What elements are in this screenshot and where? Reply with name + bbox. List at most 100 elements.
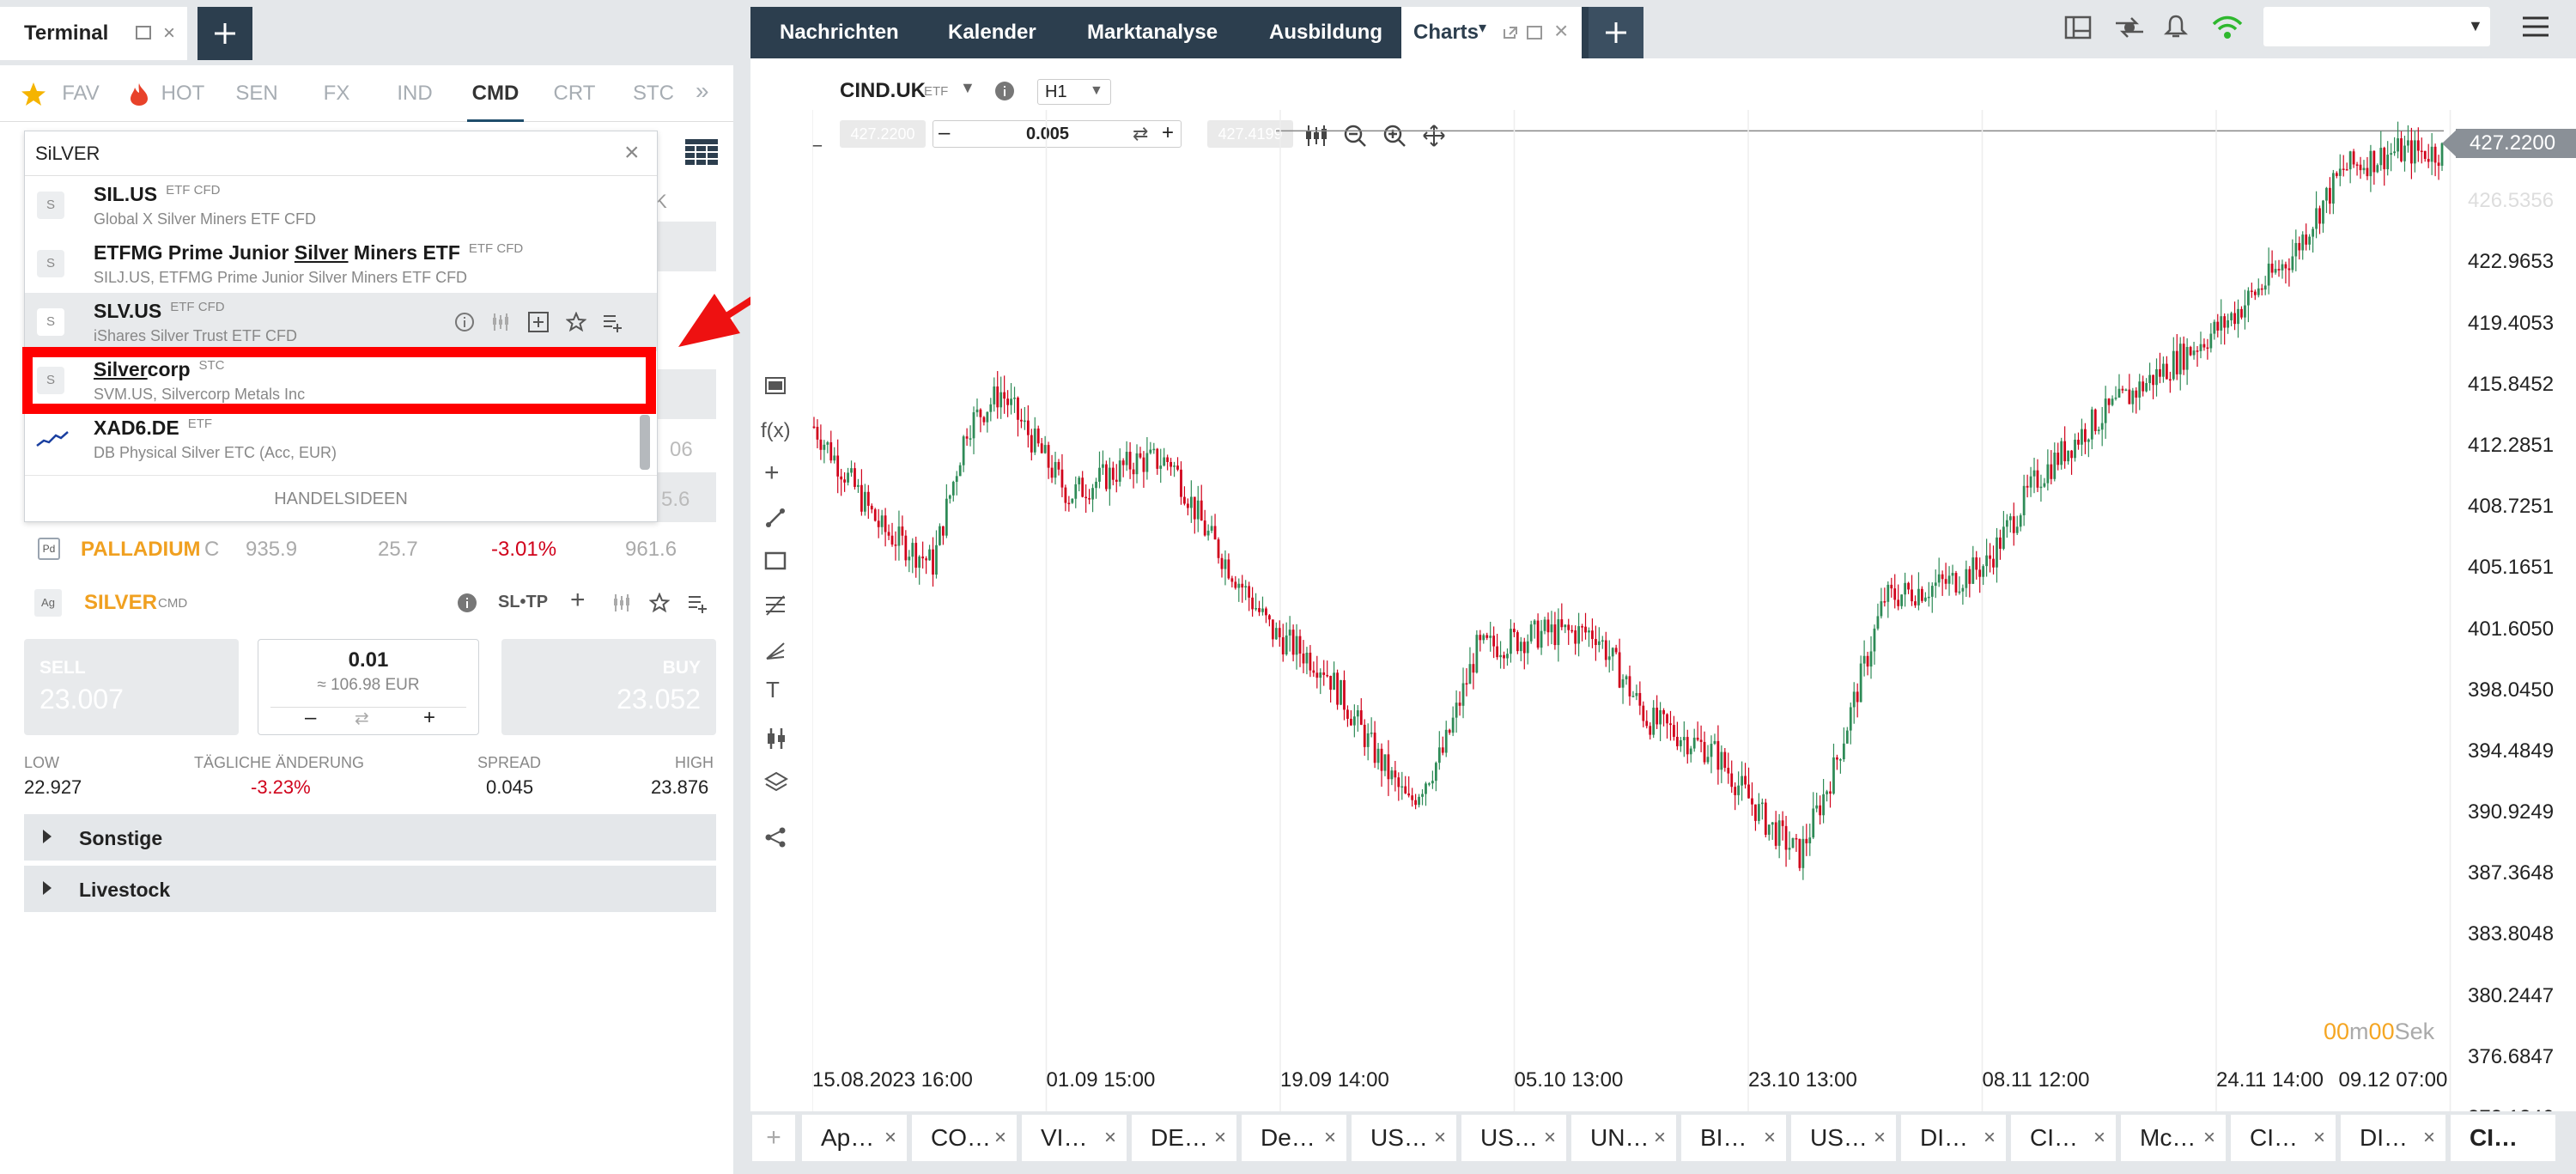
tab-kalender[interactable]: Kalender — [948, 21, 1036, 44]
close-tab-icon[interactable]: × — [1433, 1126, 1446, 1149]
cat-hot[interactable]: HOT — [161, 82, 205, 105]
crosshair-move-icon[interactable] — [1422, 124, 1446, 148]
cat-sen[interactable]: SEN — [235, 82, 278, 105]
double-chevron-right-icon[interactable]: » — [696, 77, 709, 104]
swap-icon[interactable]: ⇄ — [355, 709, 369, 728]
chart-tab[interactable]: UN… × — [1571, 1115, 1676, 1161]
pitchfork-icon[interactable] — [764, 639, 787, 661]
zoom-in-icon[interactable] — [1382, 124, 1406, 148]
chart-tab[interactable]: US… × — [1352, 1115, 1456, 1161]
close-tab-icon[interactable]: × — [2312, 1126, 2325, 1149]
chart-tab[interactable]: Mc… × — [2121, 1115, 2226, 1161]
currency-exchange-icon[interactable] — [2114, 15, 2145, 40]
zoom-out-icon[interactable] — [1343, 124, 1367, 148]
maximize-icon[interactable] — [136, 26, 151, 40]
bell-icon[interactable] — [2164, 14, 2188, 40]
info-icon[interactable] — [457, 593, 477, 613]
add-to-list-icon[interactable] — [602, 312, 624, 332]
search-result-xad6[interactable]: XAD6.DE ETF DB Physical Silver ETC (Acc, … — [25, 410, 657, 468]
close-icon[interactable]: × — [1554, 17, 1569, 44]
share-icon[interactable] — [764, 826, 787, 849]
close-tab-icon[interactable]: × — [1103, 1126, 1116, 1149]
chevron-down-icon[interactable]: ▼ — [960, 79, 975, 96]
indicators-icon[interactable]: f(x) — [761, 419, 791, 442]
fibonacci-icon[interactable] — [764, 594, 787, 617]
search-result-slv[interactable]: S SLV.US ETF CFD iShares Silver Trust ETF… — [25, 293, 657, 351]
measure-icon[interactable] — [766, 727, 787, 751]
close-tab-icon[interactable]: × — [2093, 1126, 2105, 1149]
chart-tab[interactable]: DI… × — [1901, 1115, 2006, 1161]
grid-view-icon[interactable] — [685, 139, 718, 165]
layout-icon[interactable] — [2064, 15, 2092, 40]
cat-ind[interactable]: IND — [397, 82, 433, 105]
chart-type-icon[interactable] — [764, 376, 787, 395]
search-input[interactable] — [25, 131, 657, 176]
add-tab-button[interactable] — [1589, 7, 1643, 58]
swap-icon[interactable]: ⇄ — [1133, 123, 1149, 144]
star-outline-icon[interactable] — [649, 593, 670, 613]
close-tab-icon[interactable]: × — [1873, 1126, 1886, 1149]
add-icon[interactable]: + — [570, 586, 586, 614]
add-box-icon[interactable] — [528, 312, 549, 332]
cat-fx[interactable]: FX — [323, 82, 350, 105]
close-tab-icon[interactable]: × — [2422, 1126, 2435, 1149]
volume-value[interactable]: 0.01 — [348, 648, 389, 672]
chart-area[interactable]: CIND.UK ETF ▼ H1 ▼ – 427.2200 – 0.005 ⇄ … — [750, 58, 2576, 1129]
decrease-button[interactable]: – — [305, 706, 317, 729]
close-tab-icon[interactable]: × — [1983, 1126, 1996, 1149]
tab-nachrichten[interactable]: Nachrichten — [780, 21, 899, 44]
rectangle-icon[interactable] — [764, 551, 787, 570]
cat-stc[interactable]: STC — [633, 82, 674, 105]
chart-tab[interactable]: BI… × — [1681, 1115, 1786, 1161]
candles-icon[interactable] — [490, 312, 511, 332]
price-chart[interactable] — [812, 58, 2461, 1120]
crosshair-icon[interactable]: + — [764, 459, 780, 487]
cat-cmd[interactable]: CMD — [467, 65, 524, 122]
chart-tab[interactable]: US… × — [1791, 1115, 1896, 1161]
text-tool-icon[interactable]: T — [766, 677, 780, 703]
close-tab-icon[interactable]: × — [1543, 1126, 1556, 1149]
trading-ideas-link[interactable]: HANDELSIDEEN — [25, 475, 657, 521]
chart-tab[interactable]: CI… — [2451, 1115, 2555, 1161]
search-result-sil[interactable]: S SIL.US ETF CFD Global X Silver Miners E… — [25, 176, 657, 234]
popout-icon[interactable] — [1503, 26, 1518, 40]
info-icon[interactable] — [454, 312, 475, 332]
search-result-silvercorp[interactable]: S Silvercorp STC SVM.US, Silvercorp Metal… — [25, 351, 657, 410]
chart-tab[interactable]: De… × — [1242, 1115, 1346, 1161]
hamburger-menu-icon[interactable] — [2521, 15, 2550, 38]
close-tab-icon[interactable]: × — [1213, 1126, 1226, 1149]
increase-button[interactable]: + — [1162, 121, 1175, 144]
tab-ausbildung[interactable]: Ausbildung — [1269, 21, 1382, 44]
ask-price-box[interactable]: 427.4199 — [1207, 120, 1293, 148]
sell-button[interactable]: SELL 23.007 — [24, 639, 239, 735]
bid-price-box[interactable]: 427.2200 — [840, 120, 926, 148]
chart-tab[interactable]: US… × — [1461, 1115, 1566, 1161]
trendline-icon[interactable] — [764, 507, 787, 529]
add-to-list-icon[interactable] — [687, 593, 709, 613]
close-tab-icon[interactable]: × — [1763, 1126, 1776, 1149]
star-outline-icon[interactable] — [566, 312, 586, 332]
add-window-button[interactable] — [197, 7, 252, 60]
close-tab-icon[interactable]: × — [884, 1126, 896, 1149]
terminal-tab[interactable]: Terminal × — [0, 7, 187, 60]
sl-tp-button[interactable]: SL•TP — [498, 593, 549, 611]
timeframe-select[interactable]: H1 ▼ — [1037, 79, 1111, 105]
dropdown-scrollbar[interactable] — [640, 415, 650, 470]
cat-crt[interactable]: CRT — [553, 82, 596, 105]
close-tab-icon[interactable]: × — [993, 1126, 1006, 1149]
cat-fav[interactable]: FAV — [62, 82, 100, 105]
close-tab-icon[interactable]: × — [1323, 1126, 1336, 1149]
candles-icon[interactable] — [1303, 124, 1329, 148]
chart-tab[interactable]: VI… × — [1022, 1115, 1127, 1161]
step-value[interactable]: 0.005 — [1026, 125, 1070, 143]
accordion-sonstige[interactable]: Sonstige — [24, 814, 716, 861]
chart-tab[interactable]: CI… × — [2231, 1115, 2336, 1161]
chart-tab[interactable]: Ap… × — [802, 1115, 907, 1161]
layers-icon[interactable] — [764, 771, 788, 794]
buy-button[interactable]: BUY 23.052 — [501, 639, 716, 735]
close-tab-icon[interactable]: × — [2202, 1126, 2215, 1149]
accordion-livestock[interactable]: Livestock — [24, 866, 716, 912]
account-select[interactable]: ▼ — [2263, 7, 2490, 46]
decrease-button[interactable]: – — [939, 121, 951, 144]
info-icon[interactable] — [994, 81, 1015, 101]
